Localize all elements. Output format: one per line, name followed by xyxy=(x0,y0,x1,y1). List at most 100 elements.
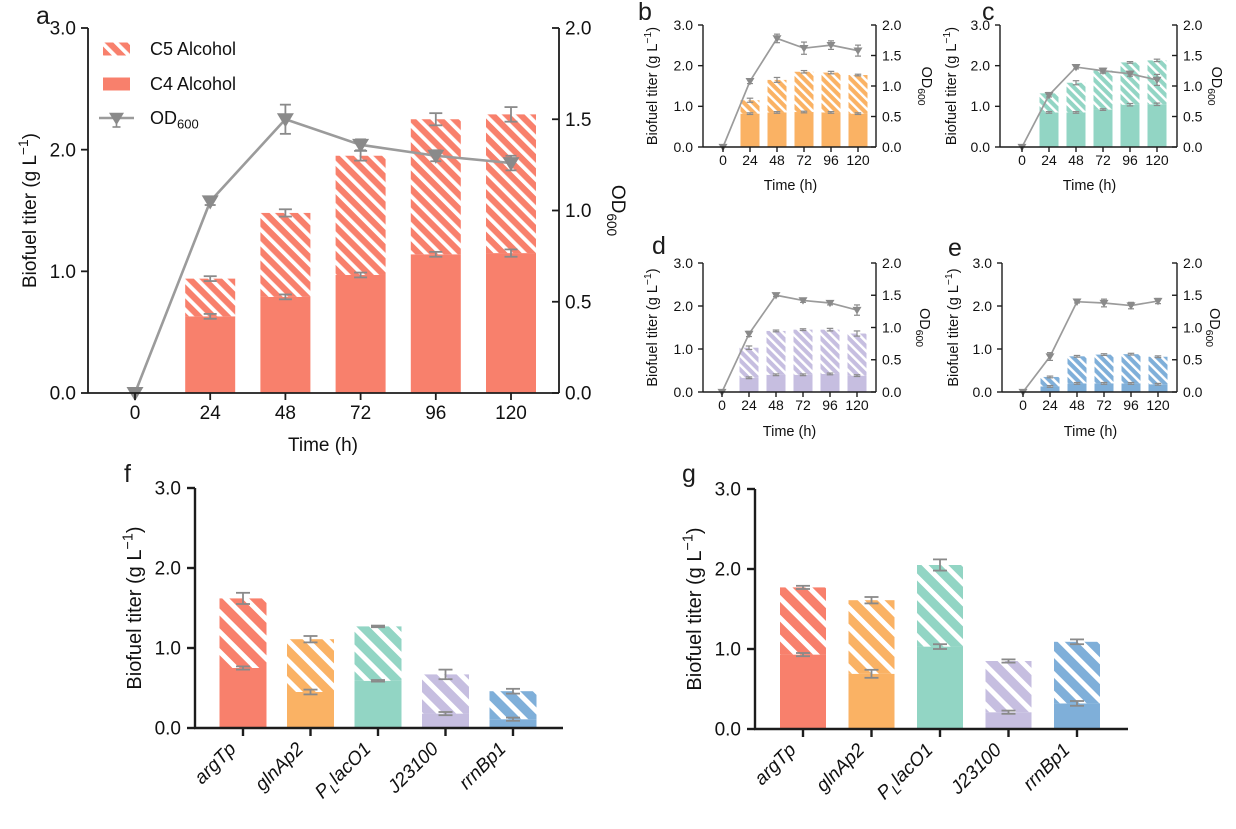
panel-g: 0.0 1.0 2.0 3.0 argTp glnAp2 PLlacO1 J23100 rrnB… xyxy=(681,480,1128,804)
bar-c5-segment xyxy=(287,639,334,692)
bar-c5-segment xyxy=(1121,354,1141,384)
y-tick-label: 3.0 xyxy=(715,480,741,501)
y-right-tick-label: 2.0 xyxy=(882,255,902,271)
od600-axis-title: OD600 xyxy=(913,308,932,347)
y-tick-label: 2.0 xyxy=(155,559,181,580)
bar-c4-segment xyxy=(1067,383,1087,392)
bar-c5-segment xyxy=(985,661,1032,713)
bar-c4-segment xyxy=(1147,104,1167,147)
promoter-label: glnAp2 xyxy=(812,739,869,796)
y-right-tick-label: 2.0 xyxy=(882,17,902,33)
y-axis-title: Biofuel titer (g L−1) xyxy=(16,133,41,288)
x-tick-label: 24 xyxy=(200,403,222,424)
od600-axis-title: OD600 xyxy=(915,66,934,105)
panel-label-c: c xyxy=(982,0,995,26)
x-tick-label: 72 xyxy=(1095,152,1111,168)
bar-c4-segment xyxy=(219,668,267,728)
y-right-tick-label: 0.5 xyxy=(882,352,902,368)
legend-label: C4 Alcohol xyxy=(150,74,236,94)
od600-marker xyxy=(1152,76,1162,85)
promoter-label: J23100 xyxy=(946,739,1006,799)
od600-line xyxy=(721,294,858,393)
y-axis-title: Biofuel titer (g L−1) xyxy=(121,526,146,689)
legend-swatch-c5 xyxy=(103,42,130,56)
y-left-tick-label: 0.0 xyxy=(971,139,991,155)
y-axis-title: Biofuel titer (g L−1) xyxy=(942,27,960,145)
bar-c4-segment xyxy=(1094,383,1114,392)
bar-c5-segment xyxy=(489,691,537,720)
bar-c4-segment xyxy=(1066,112,1086,147)
y-left-tick-label: 2.0 xyxy=(674,298,694,314)
x-tick-label: 48 xyxy=(768,397,784,413)
y-left-tick-label: 1.0 xyxy=(674,341,694,357)
x-tick-label: 24 xyxy=(742,152,758,168)
od600-marker xyxy=(1126,302,1136,310)
od600-marker xyxy=(771,292,781,300)
bar-c5-segment xyxy=(780,587,826,655)
y-right-tick-label: 0.0 xyxy=(565,384,591,405)
bar-c5-segment xyxy=(1039,93,1059,113)
x-axis-title: Time (h) xyxy=(288,435,358,456)
y-left-tick-label: 2.0 xyxy=(971,58,991,74)
bar-c5-segment xyxy=(820,329,840,374)
od600-marker xyxy=(1045,353,1055,361)
x-tick-label: 72 xyxy=(1096,397,1112,413)
legend-label: OD600 xyxy=(150,108,199,132)
x-tick-label: 72 xyxy=(795,397,811,413)
panel-b: 0.0 1.0 2.0 3.0 0.0 0.5 1.0 1.5 2.0 0 24 48 72 96 120 T… xyxy=(643,17,934,194)
bar-c4-segment xyxy=(740,113,760,147)
promoter-label: J23100 xyxy=(383,738,443,798)
promoter-label: rrnBp1 xyxy=(455,739,510,794)
bars-b xyxy=(740,71,868,147)
y-axis-title: Biofuel titer (g L−1) xyxy=(944,268,962,386)
x-tick-label: 0 xyxy=(719,152,727,168)
od600-marker xyxy=(798,297,808,305)
y-tick-label: 2.0 xyxy=(715,560,741,581)
x-tick-label: 48 xyxy=(1069,397,1085,413)
y-right-tick-label: 1.5 xyxy=(1183,47,1203,63)
bar-c4-segment xyxy=(1121,383,1141,392)
y-left-tick-label: 2.0 xyxy=(973,298,993,314)
bar-c4-segment xyxy=(486,253,536,393)
bar-c5-segment xyxy=(1066,82,1086,113)
od600-marker xyxy=(1098,67,1108,76)
bar-c4-segment xyxy=(917,646,963,729)
od600-marker xyxy=(1044,92,1054,100)
bar-c5-segment xyxy=(767,79,787,113)
bar-c5-segment xyxy=(410,119,461,255)
panel-label-a: a xyxy=(36,2,50,30)
x-tick-label: 96 xyxy=(823,152,839,168)
od600-marker xyxy=(853,47,863,55)
y-left-tick-label: 0.0 xyxy=(973,384,993,400)
y-left-tick-label: 3.0 xyxy=(674,17,694,33)
y-right-tick-label: 1.5 xyxy=(882,287,902,303)
panel-c: 0.0 1.0 2.0 3.0 0.0 0.5 1.0 1.5 2.0 0 24 48 72 96 120 T… xyxy=(942,17,1224,194)
y-left-tick-label: 2.0 xyxy=(50,140,76,161)
y-left-tick-label: 1.0 xyxy=(674,98,694,114)
od600-axis-title: OD600 xyxy=(1205,66,1224,105)
panel-f: 0.0 1.0 2.0 3.0 argTp glnAp2 PLlacO1 J23100 rrnB… xyxy=(121,479,563,803)
bar-c5-segment xyxy=(1120,62,1140,105)
bar-c5-segment xyxy=(739,347,759,378)
bar-c4-segment xyxy=(767,112,787,147)
x-tick-label: 120 xyxy=(846,152,870,168)
bar-c5-segment xyxy=(1054,641,1100,704)
legend-swatch-c4 xyxy=(103,77,130,91)
y-left-tick-label: 0.0 xyxy=(674,384,694,400)
x-tick-label: 96 xyxy=(1122,152,1138,168)
bar-c5-segment xyxy=(1148,356,1168,385)
y-right-tick-label: 1.0 xyxy=(882,78,902,94)
x-axis-title: Time (h) xyxy=(763,424,816,440)
od600-marker xyxy=(502,157,520,172)
od600-marker xyxy=(109,112,124,126)
bars-d xyxy=(739,329,867,392)
bar-c4-segment xyxy=(1093,109,1113,147)
bars-c xyxy=(1039,60,1167,147)
y-left-tick-label: 1.0 xyxy=(50,262,76,283)
od600-axis-title: OD600 xyxy=(1203,308,1222,347)
bar-c4-segment xyxy=(794,112,814,147)
y-right-tick-label: 1.5 xyxy=(565,110,591,131)
bar-c5-segment xyxy=(335,155,386,275)
